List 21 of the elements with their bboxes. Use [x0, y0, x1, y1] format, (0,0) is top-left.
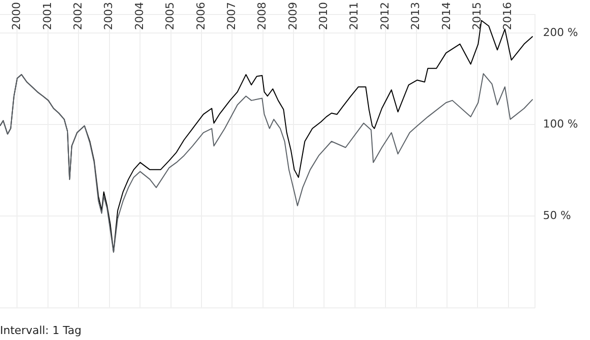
x-tick-label: 2006 [194, 2, 208, 30]
y-tick-label: 100 % [543, 117, 578, 130]
x-tick-label: 2008 [256, 2, 269, 30]
x-tick-label: 2002 [72, 2, 85, 30]
y-tick-label: 200 % [543, 26, 578, 39]
x-tick-label: 2003 [102, 2, 116, 30]
x-tick-label: 2005 [164, 2, 177, 30]
x-tick-label: 2000 [10, 2, 24, 30]
x-tick-label: 2007 [224, 2, 238, 30]
x-tick-label: 2014 [440, 2, 453, 30]
x-tick-label: 2009 [286, 2, 300, 30]
text: Intervall: 1 Tag [0, 324, 82, 337]
y-tick-label: 50 % [543, 208, 572, 222]
x-tick-label: 2010 [317, 2, 330, 30]
x-tick-label: 2016 [501, 2, 514, 30]
x-tick-label: 2001 [40, 2, 54, 30]
x-tick-label: 2015 [470, 2, 484, 30]
x-tick-label: 2013 [409, 2, 422, 30]
x-tick-label: 2012 [378, 2, 392, 30]
x-tick-label: 2011 [348, 2, 361, 30]
x-tick-label: 2004 [132, 2, 146, 30]
